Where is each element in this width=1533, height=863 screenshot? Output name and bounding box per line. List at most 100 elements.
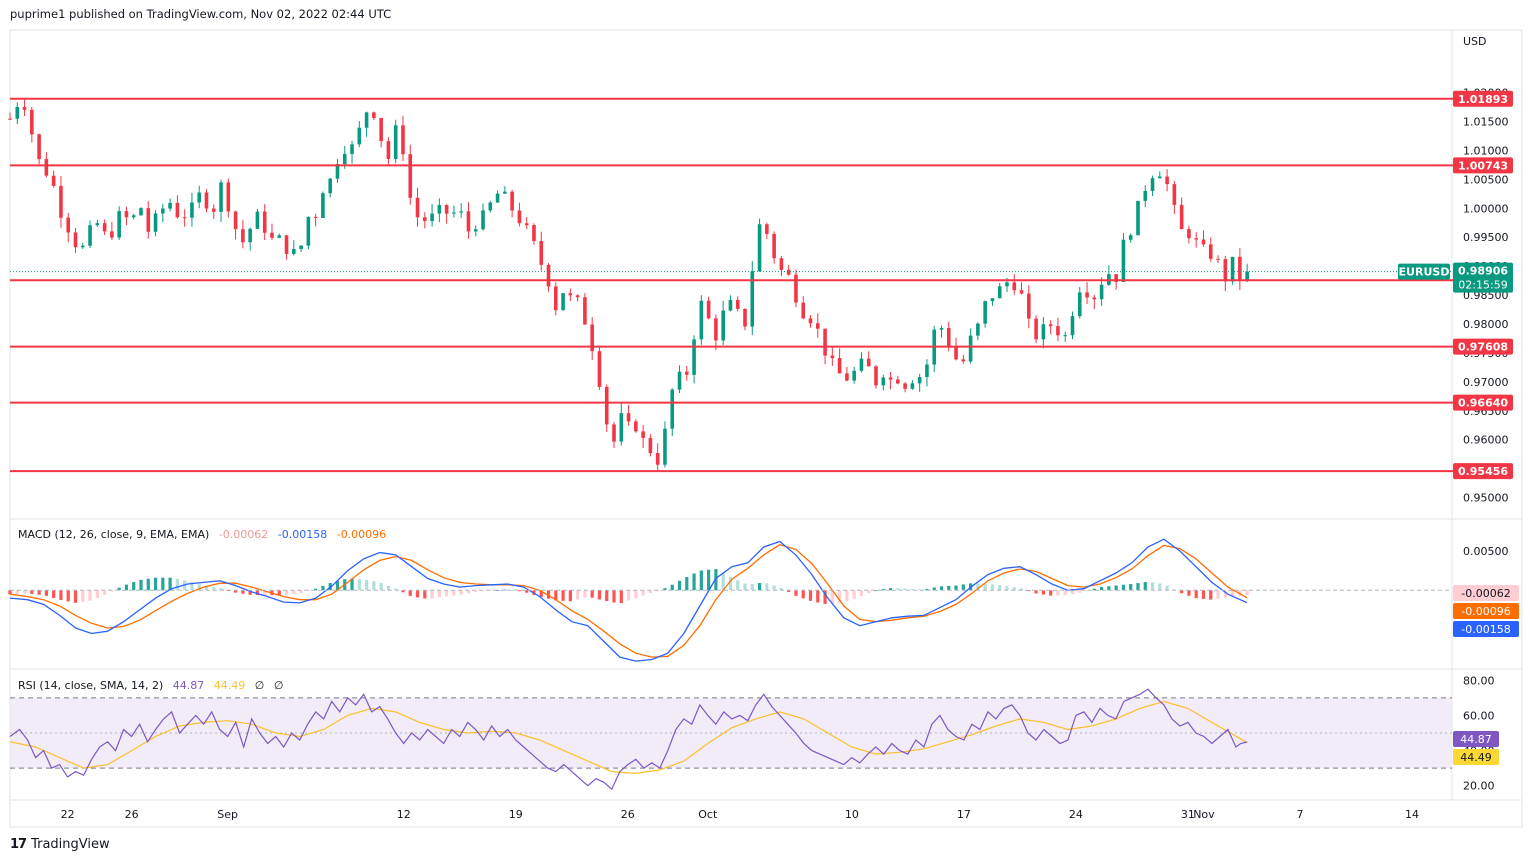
macd-hist-bar bbox=[110, 590, 114, 592]
candle-body bbox=[1128, 235, 1133, 240]
macd-hist-bar bbox=[619, 590, 623, 604]
candle-body bbox=[823, 328, 827, 356]
macd-hist-bar bbox=[263, 590, 267, 595]
macd-line bbox=[9, 538, 1248, 662]
candle-body bbox=[44, 159, 49, 176]
chart-canvas[interactable]: USD 0.950000.955000.960000.965000.970000… bbox=[0, 0, 1533, 835]
level-price-tag bbox=[1453, 394, 1513, 411]
macd-hist-bar bbox=[867, 590, 871, 594]
level-price-label: 0.96640 bbox=[1458, 397, 1508, 410]
candle-body bbox=[350, 144, 354, 154]
candle-body bbox=[684, 371, 689, 375]
rsi-line bbox=[9, 688, 1248, 791]
macd-hist-bar bbox=[1180, 590, 1184, 594]
candle-body bbox=[444, 205, 449, 214]
price-tick-label: 1.00500 bbox=[1463, 173, 1509, 186]
candle-body bbox=[30, 109, 34, 135]
rsi-value-tag-label: 44.87 bbox=[1460, 733, 1492, 746]
level-price-tag bbox=[1453, 157, 1513, 174]
macd-hist-bar bbox=[204, 585, 209, 591]
macd-hist-bar bbox=[808, 590, 813, 601]
macd-hist-bar bbox=[408, 590, 412, 596]
time-tick-label: 17 bbox=[957, 808, 971, 821]
macd-hist-bar bbox=[22, 590, 27, 594]
candle-body bbox=[532, 225, 536, 241]
macd-hist-bar bbox=[430, 590, 434, 599]
macd-hist-bar bbox=[146, 578, 150, 591]
time-tick-label: 12 bbox=[397, 808, 411, 821]
candle-body bbox=[634, 421, 638, 432]
macd-hist-bar bbox=[794, 590, 798, 596]
macd-hist-bar bbox=[998, 585, 1002, 591]
candle-body bbox=[524, 223, 529, 226]
macd-hist-bar bbox=[1085, 590, 1089, 592]
candle-body bbox=[299, 245, 303, 250]
candle-body bbox=[364, 112, 369, 128]
support-resistance-levels bbox=[10, 97, 1454, 473]
macd-hist-bar bbox=[459, 590, 463, 595]
tradingview-footer[interactable]: 𝟭𝟳 TradingView bbox=[10, 837, 110, 852]
macd-hist-bar bbox=[1107, 586, 1111, 591]
macd-hist-bar bbox=[1136, 583, 1140, 591]
time-tick-label: Oct bbox=[698, 808, 718, 821]
macd-value-tag bbox=[1453, 621, 1519, 637]
candle-body bbox=[1165, 176, 1169, 185]
candle-body bbox=[1077, 292, 1082, 317]
macd-hist-bar bbox=[816, 590, 820, 603]
macd-hist-bar bbox=[1114, 585, 1118, 591]
candle-body bbox=[626, 413, 631, 422]
macd-hist-bar bbox=[539, 590, 543, 597]
macd-legend: MACD (12, 26, close, 9, EMA, EMA) -0.000… bbox=[18, 528, 386, 541]
macd-hist-bar bbox=[306, 590, 310, 592]
candle-body bbox=[779, 258, 784, 270]
symbol-tag bbox=[1398, 263, 1450, 280]
candle-body bbox=[663, 428, 667, 465]
macd-hist-bar bbox=[335, 580, 340, 591]
rsi-legend: RSI (14, close, SMA, 14, 2) 44.87 44.49 … bbox=[18, 679, 283, 692]
candle-body bbox=[197, 192, 202, 203]
macd-hist-bar bbox=[772, 585, 776, 591]
candle-body bbox=[976, 323, 980, 336]
candle-body bbox=[1158, 176, 1162, 179]
macd-hist-bar bbox=[590, 590, 594, 598]
macd-hist-bar bbox=[321, 585, 325, 591]
candle-body bbox=[423, 217, 427, 222]
macd-hist-bar bbox=[1005, 586, 1009, 591]
macd-hist-bar bbox=[466, 590, 471, 594]
macd-hist-bar bbox=[314, 588, 318, 591]
macd-hist-bar bbox=[765, 583, 769, 591]
macd-hist-bar bbox=[852, 590, 856, 599]
candle-body bbox=[503, 191, 507, 194]
candle-body bbox=[903, 383, 907, 389]
candle-body bbox=[495, 193, 500, 203]
candle-body bbox=[801, 302, 806, 319]
candle-body bbox=[1143, 191, 1148, 201]
macd-hist-bar bbox=[445, 590, 449, 597]
candle-body bbox=[1150, 178, 1155, 192]
macd-hist-bar bbox=[612, 590, 616, 603]
candle-body bbox=[335, 164, 340, 179]
macd-hist-bar bbox=[641, 590, 645, 596]
candle-body bbox=[1085, 292, 1089, 298]
candle-body bbox=[575, 295, 580, 298]
candle-body bbox=[1034, 318, 1038, 340]
macd-hist-bar bbox=[685, 577, 689, 591]
candle-body bbox=[292, 249, 296, 254]
macd-hist-bar bbox=[1194, 590, 1198, 599]
candle-body bbox=[677, 371, 682, 390]
candle-body bbox=[393, 125, 398, 160]
macd-hist-bar bbox=[801, 590, 805, 599]
macd-hist-bar bbox=[983, 583, 987, 591]
candle-body bbox=[837, 358, 842, 374]
macd-signal-tag bbox=[1453, 603, 1519, 619]
price-axis-ticks: 0.950000.955000.960000.965000.970000.975… bbox=[1463, 87, 1509, 505]
candle-body bbox=[1041, 324, 1046, 340]
last-price-tag bbox=[1453, 262, 1513, 293]
time-tick-label: 31 bbox=[1181, 808, 1195, 821]
macd-hist-bar bbox=[568, 590, 572, 602]
macd-hist-bar bbox=[190, 582, 194, 591]
candle-body bbox=[408, 154, 413, 198]
candle-body bbox=[182, 217, 187, 219]
time-tick-label: 14 bbox=[1405, 808, 1419, 821]
